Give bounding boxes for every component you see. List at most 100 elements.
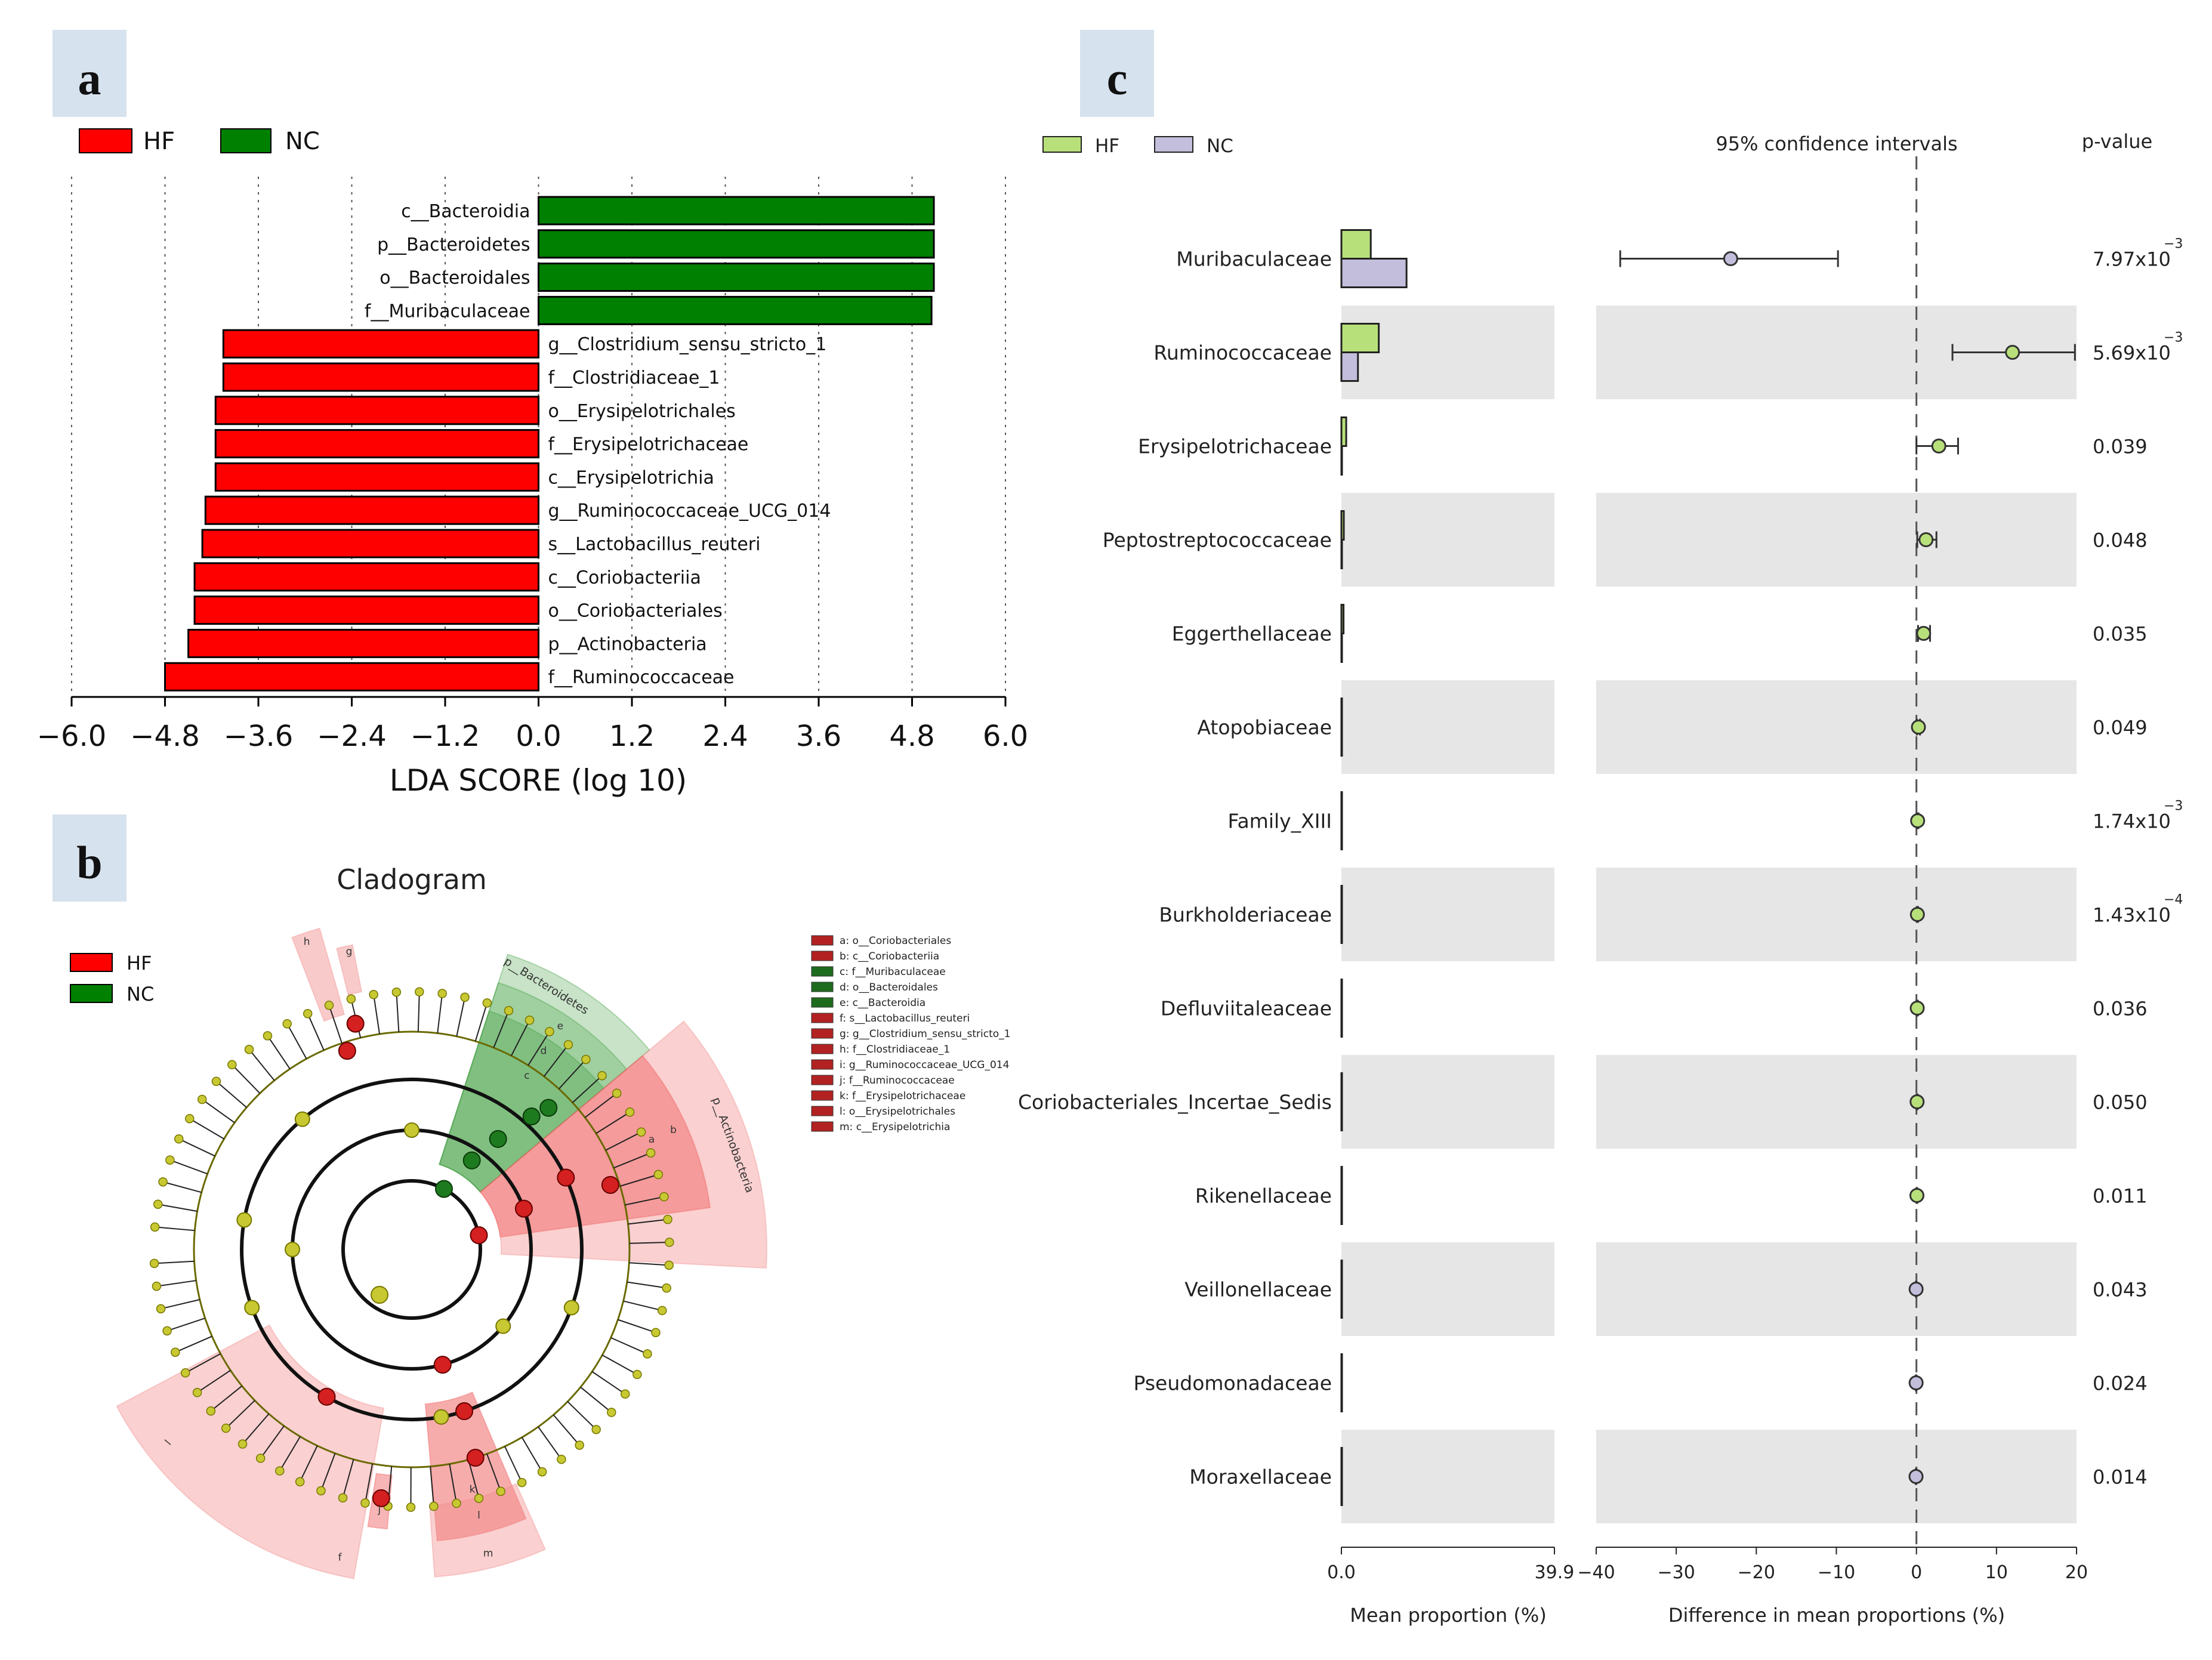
row-eggerthellaceae: Eggerthellaceae 0.035: [1172, 604, 2148, 663]
diff-tick-label: −30: [1658, 1562, 1695, 1583]
cladogram-sector-letter: l: [477, 1510, 480, 1522]
cladogram-title: Cladogram: [337, 863, 487, 896]
p-value: 0.039: [2093, 436, 2148, 458]
cladogram-branch: [584, 1093, 616, 1118]
row-band-diff: [1596, 493, 2077, 587]
cladogram-leaf-node: [537, 1467, 547, 1477]
cladogram-legend-swatch-hf: [70, 953, 113, 972]
lda-bar-p-actinobacteria: [187, 628, 539, 658]
cladogram-sector-letter: g: [346, 946, 353, 958]
cladogram-node: [495, 1318, 511, 1334]
cladogram-branch: [261, 1425, 285, 1458]
cladogram-node: [236, 1212, 252, 1228]
cladogram-node-nc: [522, 1107, 541, 1126]
cladogram-leaf-node: [460, 992, 470, 1002]
cladogram-leaf-node: [282, 1019, 292, 1029]
cladogram-leaf-node: [369, 989, 378, 999]
cladogram-key-entry: j: f__Ruminococcaceae: [839, 1075, 955, 1087]
cladogram-key-entry: i: g__Ruminococcaceae_UCG_014: [840, 1059, 1009, 1071]
cladogram-node-hf: [372, 1489, 390, 1507]
lda-bar-label: o__Erysipelotrichales: [548, 401, 736, 422]
cladogram-leaf-node: [197, 1094, 207, 1104]
cladogram-key-swatch: [811, 966, 834, 977]
cladogram-tree: [149, 987, 674, 1512]
lda-tick-label: 4.8: [889, 720, 934, 753]
cladogram-branch: [365, 1463, 374, 1502]
cladogram-branch: [558, 1060, 586, 1090]
cladogram-leaf-node: [646, 1148, 656, 1158]
cladogram-node-nc: [462, 1151, 481, 1170]
lda-bar-labels: c__Bacteroidia p__Bacteroidetes o__Bactero…: [365, 201, 831, 688]
row-label: Defluviitaleaceae: [1161, 997, 1332, 1020]
cladogram-leaf-node: [206, 1406, 216, 1416]
diff-point: [1909, 1188, 1924, 1203]
cladogram-key-entry: a: o__Coriobacteriales: [840, 935, 951, 947]
cladogram-branch: [625, 1196, 664, 1206]
cladogram-leaf-node: [391, 988, 402, 997]
cladogram-branch: [226, 1400, 255, 1428]
mean-bar-hf: [1340, 698, 1343, 728]
p-value: 0.011: [2093, 1185, 2148, 1208]
lda-bar-f-erysipelotrichaceae: [214, 429, 540, 459]
diff-tick-label: −10: [1818, 1562, 1855, 1583]
cladogram-branch: [279, 1436, 301, 1470]
cladogram-branch: [613, 1152, 650, 1169]
mean-bar-nc: [1340, 1476, 1343, 1506]
mean-bar-nc: [1340, 632, 1343, 663]
cladogram-branch: [211, 1385, 243, 1411]
cladogram-node-hf: [338, 1042, 356, 1060]
cladogram-branch: [567, 1401, 596, 1430]
cladogram-ring-outer: [193, 1030, 631, 1468]
row-ruminococcaceae: Ruminococcaceae 5.69x10−3: [1153, 323, 2183, 382]
lda-bar-label: p__Bacteroidetes: [377, 235, 530, 255]
cladogram-branch: [417, 993, 420, 1032]
cladogram-legend-swatch-nc: [70, 984, 113, 1003]
cladogram-key-swatch: [811, 1059, 834, 1070]
cladogram-leaf-node: [636, 1127, 646, 1137]
cladogram-key-entry: d: o__Bacteroidales: [840, 982, 938, 993]
cladogram-leaf-node: [429, 1501, 439, 1511]
mean-proportion-ticks: 0.0 39.9: [1327, 1547, 1574, 1583]
row-band-mean: [1341, 868, 1554, 961]
cladogram-branch: [610, 1337, 647, 1354]
cladogram-leaf-node: [612, 1088, 622, 1098]
lda-bar-label: c__Coriobacteriia: [548, 567, 701, 588]
lda-tick-label: 6.0: [983, 720, 1028, 753]
panel-c-label-box: [1080, 30, 1154, 117]
mean-bar-hf: [1340, 510, 1345, 541]
cladogram-key-swatch: [811, 1106, 834, 1116]
cladogram-leaf-node: [659, 1192, 669, 1202]
cladogram-branch: [629, 1262, 668, 1266]
panel-a: a HF NC c__Bacteroidia p__Bacteroidetes o_…: [37, 30, 1028, 798]
p-value-exponent: −3: [2164, 331, 2183, 345]
cladogram-leaf-node: [625, 1107, 635, 1117]
cladogram-key-entry: h: f__Clostridiaceae_1: [840, 1044, 950, 1056]
cladogram-leaf-node: [525, 1016, 535, 1025]
cladogram-branch: [605, 1132, 641, 1151]
lda-bar-label: o__Coriobacteriales: [548, 601, 723, 622]
panel-a-label: a: [78, 53, 101, 104]
cladogram-legend: HF NC: [70, 952, 154, 1005]
row-band-diff: [1596, 1055, 2077, 1149]
lda-bar-o-coriobacteriales: [193, 595, 539, 625]
cladogram-leaf-node: [338, 1493, 348, 1503]
cladogram-branch: [521, 1437, 542, 1471]
cladogram-leaf-node: [452, 1498, 461, 1508]
cladogram-leaf-node: [275, 1466, 285, 1476]
lda-tick-label: 2.4: [702, 720, 748, 753]
row-band-mean: [1341, 1055, 1554, 1149]
row-band-diff: [1596, 680, 2077, 774]
lda-bar-label: c__Erysipelotrichia: [548, 467, 714, 488]
lda-tick-label: −1.2: [411, 720, 480, 753]
cladogram-sector-bacteroidia: [439, 982, 628, 1193]
lda-bar-label: g__Clostridium_sensu_stricto_1: [548, 334, 827, 355]
cladogram-sector-clostridiaceae: [291, 927, 345, 1022]
cladogram-leaf-node: [482, 998, 492, 1008]
row-pseudomonadaceae: Pseudomonadaceae 0.024: [1134, 1353, 2148, 1412]
cladogram-leaf-node: [665, 1238, 674, 1247]
cladogram-branch: [596, 1112, 630, 1134]
panel-b: b Cladogram HF NC a: o__Coriobacteriales…: [53, 814, 1010, 1579]
cladogram-key-swatch: [811, 1044, 834, 1054]
mean-bar-nc: [1340, 258, 1408, 288]
cladogram-leaf-node: [496, 1486, 505, 1497]
